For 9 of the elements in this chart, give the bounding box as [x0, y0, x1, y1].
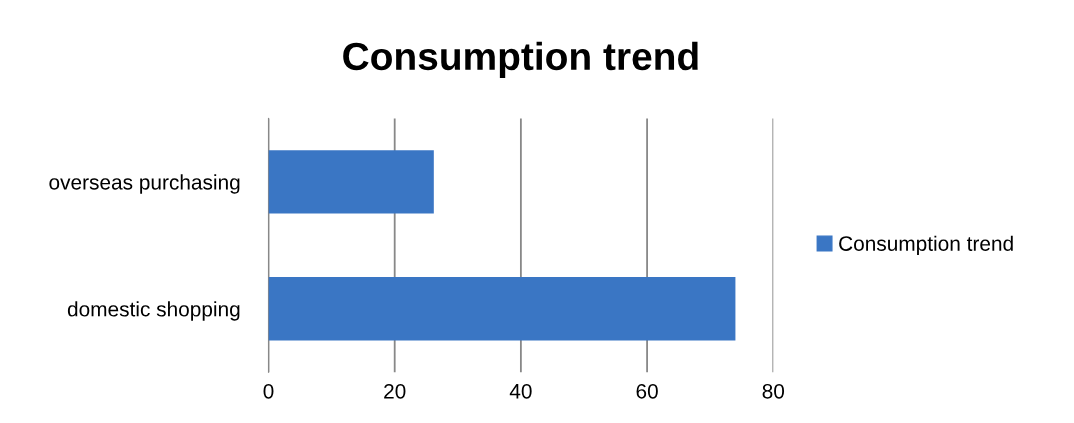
- x-tick-label: 20: [384, 383, 406, 399]
- x-tick-label: 60: [636, 383, 658, 399]
- x-tick-label: 80: [762, 383, 785, 399]
- x-tick-label: 40: [509, 383, 532, 399]
- chart-title: Consumption trend: [343, 41, 698, 78]
- legend-label: Consumption trend: [839, 235, 1013, 256]
- y-tick-label: domestic shopping: [67, 301, 240, 321]
- y-tick-label: overseas purchasing: [49, 174, 240, 194]
- x-tick-label: 0: [263, 383, 274, 399]
